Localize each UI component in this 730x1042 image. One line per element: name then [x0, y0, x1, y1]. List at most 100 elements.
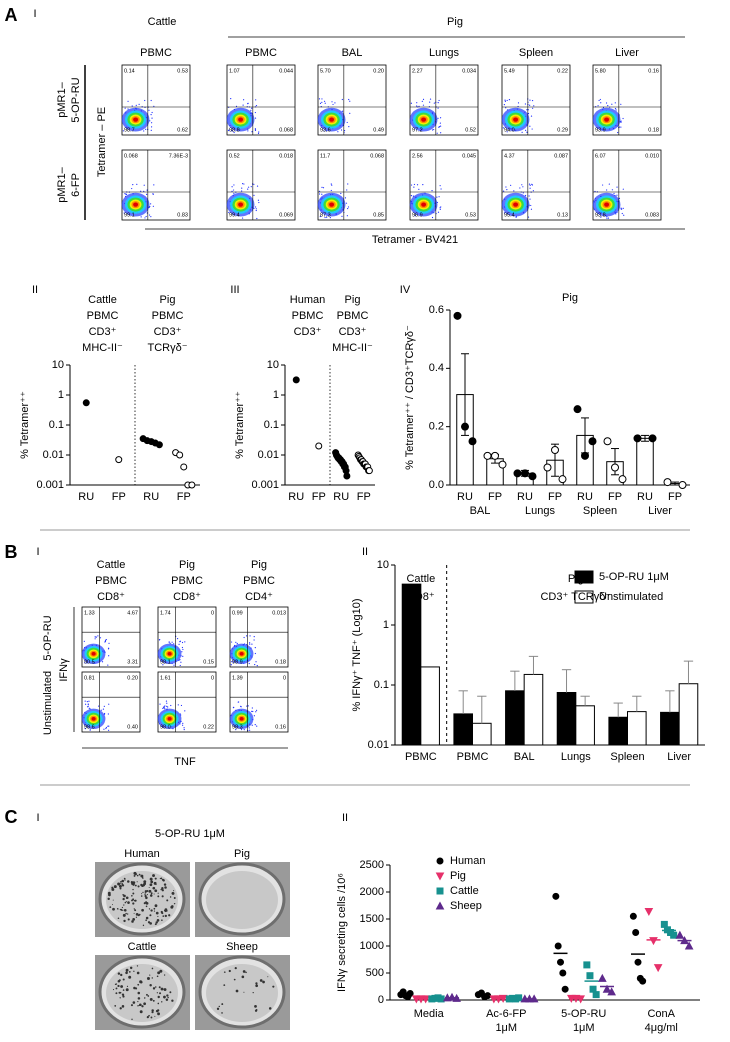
density-blob — [239, 652, 244, 656]
quadrant-value: 0.15 — [203, 659, 214, 665]
spot — [165, 998, 169, 1001]
bar — [523, 673, 544, 746]
quadrant-value: 90.5 — [84, 659, 95, 665]
group-label: PBMC — [337, 310, 369, 322]
event-dot — [151, 122, 153, 124]
spot — [153, 910, 156, 912]
spot — [114, 1005, 117, 1007]
quadrant-value: 5.80 — [595, 68, 606, 74]
spot — [165, 909, 168, 912]
photo-label: Human — [124, 848, 159, 860]
spot — [146, 993, 148, 996]
density-blob — [421, 117, 427, 122]
event-dot — [251, 131, 253, 133]
event-dot — [527, 216, 530, 218]
event-dot — [439, 122, 441, 124]
event-dot — [232, 706, 235, 709]
event-dot — [97, 635, 99, 637]
event-dot — [231, 130, 233, 132]
data-point — [598, 973, 607, 982]
event-dot — [127, 100, 129, 102]
event-dot — [618, 197, 621, 199]
event-dot — [348, 98, 350, 101]
spot — [160, 987, 164, 991]
event-dot — [254, 117, 257, 119]
quadrant-value: 0.29 — [557, 127, 568, 133]
event-dot — [179, 664, 181, 667]
density-blob — [329, 117, 335, 122]
spot — [125, 896, 129, 900]
event-dot — [108, 655, 110, 657]
event-dot — [254, 129, 257, 131]
quadrant-value: 0.14 — [124, 68, 135, 74]
y-axis-label: % Tetramer⁺⁺ — [19, 391, 31, 459]
quadrant-value: 0.045 — [462, 153, 476, 159]
event-dot — [347, 183, 349, 185]
spot — [221, 1003, 224, 1006]
event-dot — [146, 189, 148, 191]
spot — [157, 895, 160, 898]
spot — [140, 883, 143, 887]
quadrant-value: 0 — [211, 675, 214, 681]
y-axis-label: % IFNγ⁺ TNF⁺ (Log10) — [351, 598, 363, 711]
event-dot — [243, 183, 245, 185]
event-dot — [605, 102, 608, 104]
event-dot — [164, 708, 166, 710]
event-dot — [326, 216, 328, 218]
event-dot — [525, 129, 527, 131]
spot — [146, 893, 148, 896]
spot — [121, 879, 125, 883]
event-dot — [347, 207, 349, 210]
event-dot — [258, 131, 260, 133]
event-dot — [177, 704, 179, 706]
quadrant-value: 98.8 — [229, 127, 240, 133]
column-label: PBMC — [95, 575, 127, 587]
y-tick-label: 0.6 — [429, 304, 444, 316]
quadrant-value: 0.18 — [648, 127, 659, 133]
spot — [157, 1012, 160, 1016]
event-dot — [439, 185, 441, 187]
spot — [173, 897, 176, 899]
event-dot — [517, 102, 520, 104]
spot — [254, 1004, 257, 1008]
event-dot — [150, 99, 152, 102]
spot — [161, 1001, 163, 1003]
spot — [148, 908, 151, 910]
event-dot — [597, 105, 599, 107]
data-point — [155, 441, 163, 449]
spot — [108, 893, 111, 897]
data-point — [551, 446, 559, 454]
quadrant-value: 99.4 — [229, 212, 240, 218]
photo-title: 5-OP-RU 1μM — [155, 828, 225, 840]
spot — [234, 967, 237, 970]
event-dot — [94, 638, 96, 640]
spot — [171, 891, 175, 895]
row-label: 6-FP — [70, 173, 82, 197]
density-blob — [91, 652, 96, 656]
event-dot — [506, 189, 508, 191]
spot — [148, 887, 150, 889]
spot — [143, 1002, 146, 1006]
event-dot — [181, 641, 184, 644]
event-dot — [437, 117, 439, 119]
data-point — [663, 478, 672, 487]
group-label: TCRγδ⁻ — [147, 342, 187, 354]
event-dot — [101, 661, 104, 663]
event-dot — [250, 109, 252, 111]
event-dot — [504, 100, 506, 102]
spot — [149, 974, 151, 976]
data-point — [602, 984, 612, 993]
data-point — [491, 451, 499, 460]
density-blob — [91, 717, 96, 721]
event-dot — [531, 99, 534, 102]
x-tick-label: ConA — [647, 1008, 675, 1020]
spot — [150, 880, 154, 884]
spot — [119, 883, 122, 885]
event-dot — [510, 184, 512, 186]
event-dot — [150, 203, 152, 205]
spot — [216, 1007, 220, 1011]
group-label: Pig — [568, 573, 584, 585]
data-point — [684, 941, 694, 950]
data-point — [176, 451, 184, 459]
event-dot — [184, 710, 186, 712]
